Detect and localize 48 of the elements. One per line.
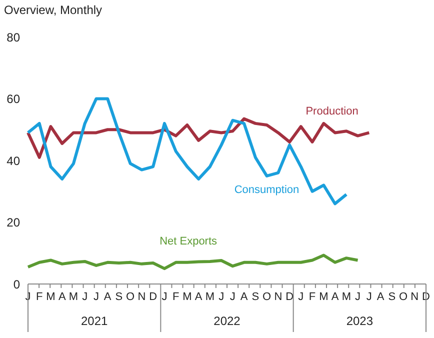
line-series — [26, 117, 371, 159]
text: 2022 — [214, 314, 241, 328]
x-tick-label: J — [355, 290, 361, 303]
x-tick-label: A — [58, 290, 66, 303]
x-tick-label: M — [205, 290, 215, 303]
x-tick-label: S — [252, 290, 260, 303]
x-tick-label: M — [342, 290, 351, 303]
x-tick-label: J — [218, 290, 224, 303]
x-tick-label: J — [93, 290, 99, 303]
x-tick-label: A — [331, 290, 340, 303]
line-series — [26, 254, 360, 270]
x-tick-label: F — [36, 290, 44, 303]
text: 2021 — [80, 314, 108, 328]
x-tick-label: O — [262, 290, 272, 303]
x-tick-label: S — [115, 290, 123, 303]
x-tick-label: F — [308, 290, 316, 303]
y-tick-label: 80 — [6, 30, 20, 44]
x-tick-label: J — [298, 290, 304, 303]
x-tick-label: J — [366, 290, 372, 303]
x-tick-label: J — [82, 290, 88, 303]
x-tick-label: M — [68, 290, 78, 303]
x-tick-label: M — [319, 290, 328, 303]
y-tick-label: 40 — [6, 154, 20, 168]
x-tick-label: N — [274, 290, 282, 303]
series-label: Production — [306, 106, 358, 118]
x-tick-label: M — [182, 290, 192, 303]
x-tick-label: A — [104, 290, 112, 303]
x-tick-label: F — [172, 290, 180, 303]
x-tick-label: N — [138, 290, 146, 303]
y-tick-label: 0 — [13, 277, 20, 292]
x-tick-label: D — [149, 290, 158, 303]
text: 2023 — [346, 314, 374, 328]
y-tick-label: 60 — [6, 92, 20, 106]
y-tick-label: 20 — [6, 216, 20, 230]
x-tick-label: A — [376, 290, 385, 303]
x-tick-label: M — [46, 290, 56, 303]
series-label: Net Exports — [160, 235, 218, 248]
x-tick-label: J — [162, 290, 168, 303]
x-tick-label: J — [230, 290, 236, 303]
x-tick-label: S — [388, 290, 396, 303]
x-tick-label: D — [286, 290, 294, 303]
chart-title: Overview, Monthly — [4, 3, 102, 17]
x-tick-label: N — [410, 290, 419, 303]
x-tick-label: O — [398, 290, 408, 303]
x-tick-label: A — [240, 290, 248, 303]
x-tick-label: O — [126, 290, 136, 303]
series-label: Consumption — [234, 184, 300, 196]
x-tick-label: A — [194, 290, 203, 303]
